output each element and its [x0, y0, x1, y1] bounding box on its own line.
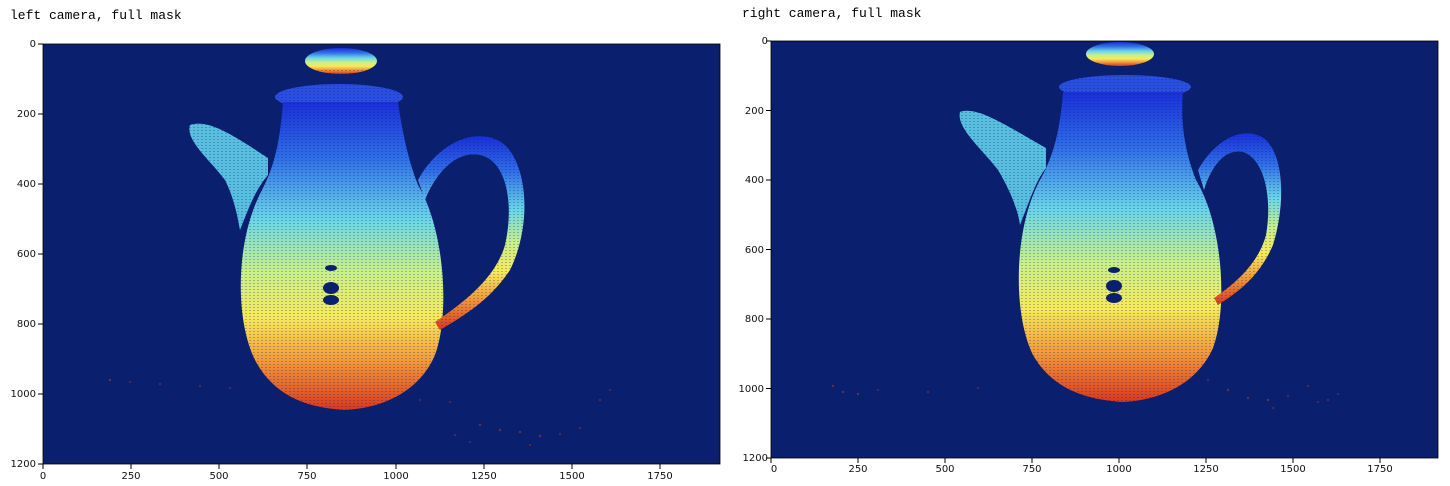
left-x-tick-label: 1500 — [559, 471, 584, 482]
right-y-tick-label: 1200 — [743, 453, 768, 464]
right-x-tick-label: 250 — [848, 464, 867, 475]
right-x-tick-label: 500 — [935, 464, 954, 475]
right-plot: 0 200 400 600 800 1000 1200 0 250 500 75… — [739, 36, 1439, 475]
left-panel-title: left camera, full mask — [10, 8, 182, 23]
right-y-tick-label: 400 — [745, 175, 764, 186]
left-y-tick-label: 0 — [30, 39, 36, 50]
right-y-tick-label: 0 — [762, 36, 768, 47]
right-x-tick-label: 1250 — [1193, 464, 1218, 475]
right-y-tick-label: 200 — [745, 106, 764, 117]
left-x-tick-label: 0 — [40, 471, 46, 482]
left-y-tick-label: 1000 — [11, 389, 36, 400]
right-y-tick-label: 800 — [745, 314, 764, 325]
left-y-tick-label: 1200 — [11, 459, 36, 470]
left-y-axis: 0 200 400 600 800 1000 1200 — [11, 39, 43, 470]
right-x-tick-label: 1000 — [1106, 464, 1131, 475]
right-x-tick-label: 1750 — [1367, 464, 1392, 475]
left-x-tick-label: 1000 — [383, 471, 408, 482]
right-x-tick-label: 1500 — [1280, 464, 1305, 475]
left-y-tick-label: 600 — [17, 249, 36, 260]
right-x-tick-label: 0 — [771, 464, 777, 475]
left-y-tick-label: 800 — [17, 319, 36, 330]
left-x-tick-label: 1250 — [471, 471, 496, 482]
left-plot: 0 200 400 600 800 1000 1200 0 250 500 75… — [11, 39, 721, 482]
left-x-tick-label: 500 — [209, 471, 228, 482]
right-panel-title: right camera, full mask — [742, 6, 922, 21]
right-x-tick-label: 750 — [1022, 464, 1041, 475]
right-x-axis: 0 250 500 750 1000 1250 1500 1750 — [770, 458, 1393, 475]
right-y-tick-label: 1000 — [739, 384, 764, 395]
right-teapot — [831, 42, 1339, 425]
right-y-tick-label: 600 — [745, 245, 764, 256]
left-x-tick-label: 1750 — [647, 471, 672, 482]
left-y-tick-label: 400 — [17, 179, 36, 190]
left-x-tick-label: 250 — [121, 471, 140, 482]
left-y-tick-label: 200 — [17, 109, 36, 120]
left-teapot — [108, 48, 611, 446]
left-x-axis: 0 250 500 750 1000 1250 1500 1750 — [40, 464, 673, 482]
left-x-tick-label: 750 — [297, 471, 316, 482]
right-y-axis: 0 200 400 600 800 1000 1200 — [739, 36, 771, 464]
